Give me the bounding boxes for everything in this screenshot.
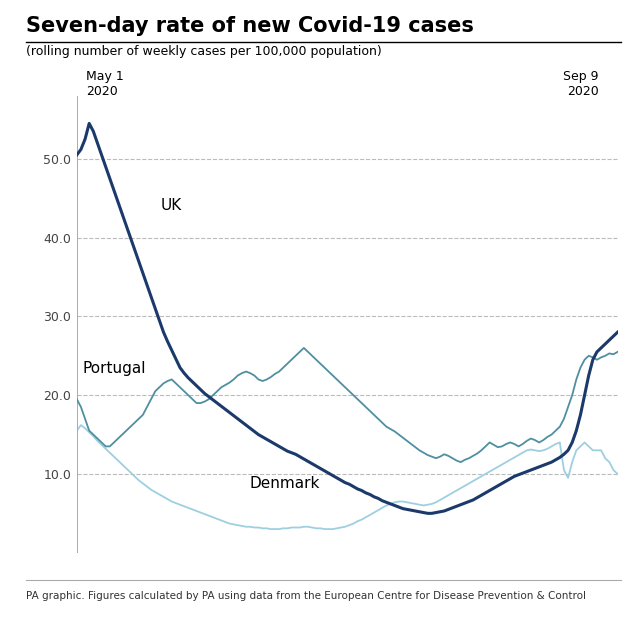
Text: Denmark: Denmark xyxy=(250,476,320,491)
Text: UK: UK xyxy=(161,198,182,213)
Text: Seven-day rate of new Covid-19 cases: Seven-day rate of new Covid-19 cases xyxy=(26,16,474,36)
Text: May 1
2020: May 1 2020 xyxy=(86,70,124,98)
Text: Portugal: Portugal xyxy=(82,361,146,376)
Text: (rolling number of weekly cases per 100,000 population): (rolling number of weekly cases per 100,… xyxy=(26,45,381,58)
Text: PA graphic. Figures calculated by PA using data from the European Centre for Dis: PA graphic. Figures calculated by PA usi… xyxy=(26,591,586,601)
Text: Sep 9
2020: Sep 9 2020 xyxy=(563,70,598,98)
